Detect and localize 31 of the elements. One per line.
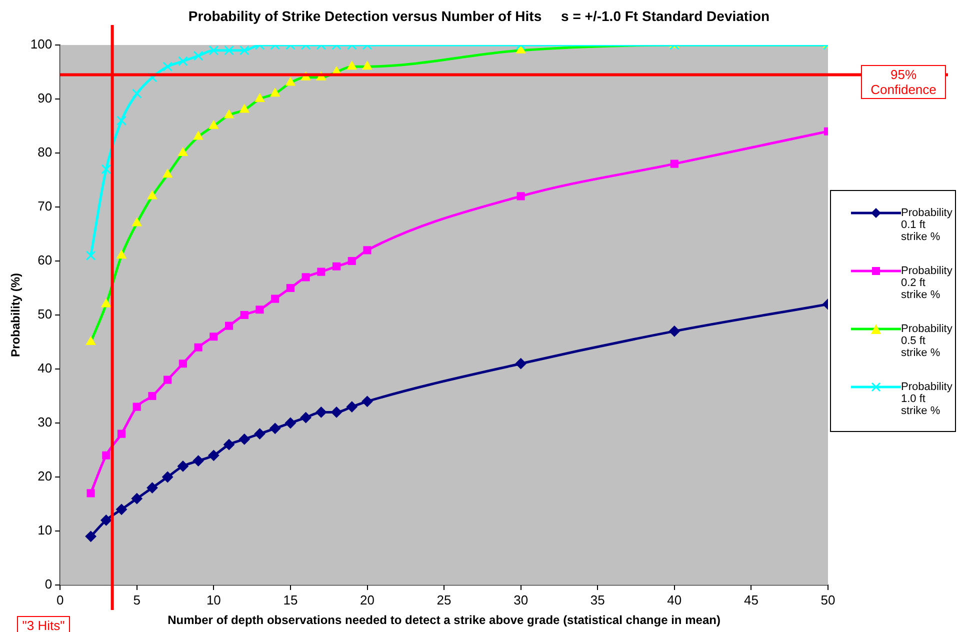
legend-label: Probability 0.5 ft strike % (901, 323, 952, 359)
y-tick-label: 30 (38, 414, 52, 430)
chart-title: Probability of Strike Detection versus Number of Hits s = +/-1.0 Ft Standard Deviation (187, 8, 771, 24)
y-tick-label: 80 (38, 144, 52, 160)
legend-label: Probability 0.1 ft strike % (901, 207, 952, 243)
x-tick-label: 50 (820, 592, 836, 608)
legend-label: Probability 1.0 ft strike % (901, 381, 952, 417)
y-tick-label: 10 (38, 522, 52, 538)
y-tick-label: 70 (38, 198, 52, 214)
x-tick-label: 10 (206, 592, 221, 608)
y-tick-label: 20 (38, 468, 52, 484)
x-tick-label: 15 (283, 592, 298, 608)
x-tick-label: 45 (744, 592, 758, 608)
x-tick-label: 0 (56, 592, 64, 608)
x-tick-label: 20 (360, 592, 374, 608)
y-tick-label: 0 (44, 576, 52, 592)
y-tick-label: 60 (38, 252, 52, 268)
legend-label: Probability 0.2 ft strike % (901, 265, 952, 301)
ref-line-label: "3 Hits" (17, 616, 70, 632)
x-tick-label: 5 (133, 592, 140, 608)
x-tick-label: 30 (514, 592, 528, 608)
y-axis-title: Probability (%) (8, 272, 23, 358)
x-tick-label: 40 (667, 592, 682, 608)
y-tick-label: 100 (30, 36, 52, 52)
x-axis-title: Number of depth observations needed to detect a strike above grade (statistical change in mean) (168, 613, 720, 628)
ref-line-label: 95% Confidence (861, 64, 946, 99)
x-tick-label: 25 (436, 592, 452, 608)
x-tick-label: 35 (590, 592, 605, 608)
y-tick-label: 40 (38, 360, 52, 376)
y-tick-label: 50 (38, 306, 52, 322)
y-tick-label: 90 (38, 90, 52, 106)
